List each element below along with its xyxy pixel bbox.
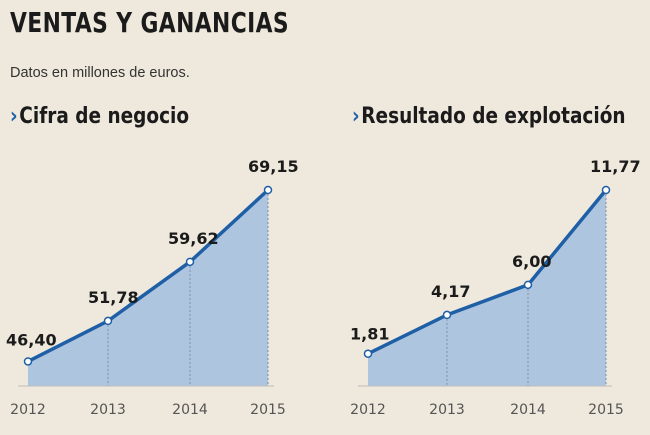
data-point (263, 185, 273, 195)
data-point (523, 280, 533, 290)
chevron-right-icon: › (352, 104, 360, 129)
page-subtitle: Datos en millones de euros. (10, 65, 190, 81)
x-tick-label: 2013 (429, 402, 465, 418)
chart-title-cifra-de-negocio: ›Cifra de negocio (10, 104, 189, 129)
series-line (27, 188, 270, 364)
page-title: VENTAS Y GANANCIAS (10, 6, 290, 39)
data-point (363, 349, 373, 358)
data-label: 46,40 (6, 330, 57, 349)
data-label: 4,17 (431, 282, 470, 301)
chart-title-text: Resultado de explotación (361, 104, 626, 129)
data-point (103, 316, 113, 326)
data-point (442, 310, 452, 320)
x-tick-label: 2012 (350, 402, 386, 418)
data-point (601, 185, 611, 195)
chart-cifra-de-negocio: 46,40 2012 51,78 2013 59,62 2014 69,15 2015 (6, 157, 299, 418)
data-label: 6,00 (512, 252, 551, 271)
data-label: 59,62 (168, 229, 219, 248)
chart-title-resultado-de-explotacion: ›Resultado de explotación (352, 104, 626, 129)
data-label: 1,81 (350, 325, 389, 344)
data-point (23, 357, 33, 366)
x-tick-label: 2015 (588, 402, 624, 418)
x-tick-label: 2012 (10, 402, 46, 418)
x-tick-label: 2014 (172, 402, 208, 418)
data-point (185, 257, 195, 267)
chart-title-text: Cifra de negocio (19, 104, 190, 129)
area-fill (368, 190, 606, 386)
data-label: 51,78 (88, 288, 139, 307)
area-fill (28, 190, 268, 386)
series-line (367, 188, 608, 356)
data-label: 69,15 (248, 157, 299, 176)
chevron-right-icon: › (10, 104, 18, 129)
data-label: 11,77 (590, 157, 641, 176)
x-tick-label: 2014 (510, 402, 546, 418)
x-tick-label: 2015 (250, 402, 286, 418)
x-tick-label: 2013 (90, 402, 126, 418)
chart-resultado-de-explotacion: 1,81 2012 4,17 2013 6,00 2014 11,77 2015 (350, 157, 641, 418)
